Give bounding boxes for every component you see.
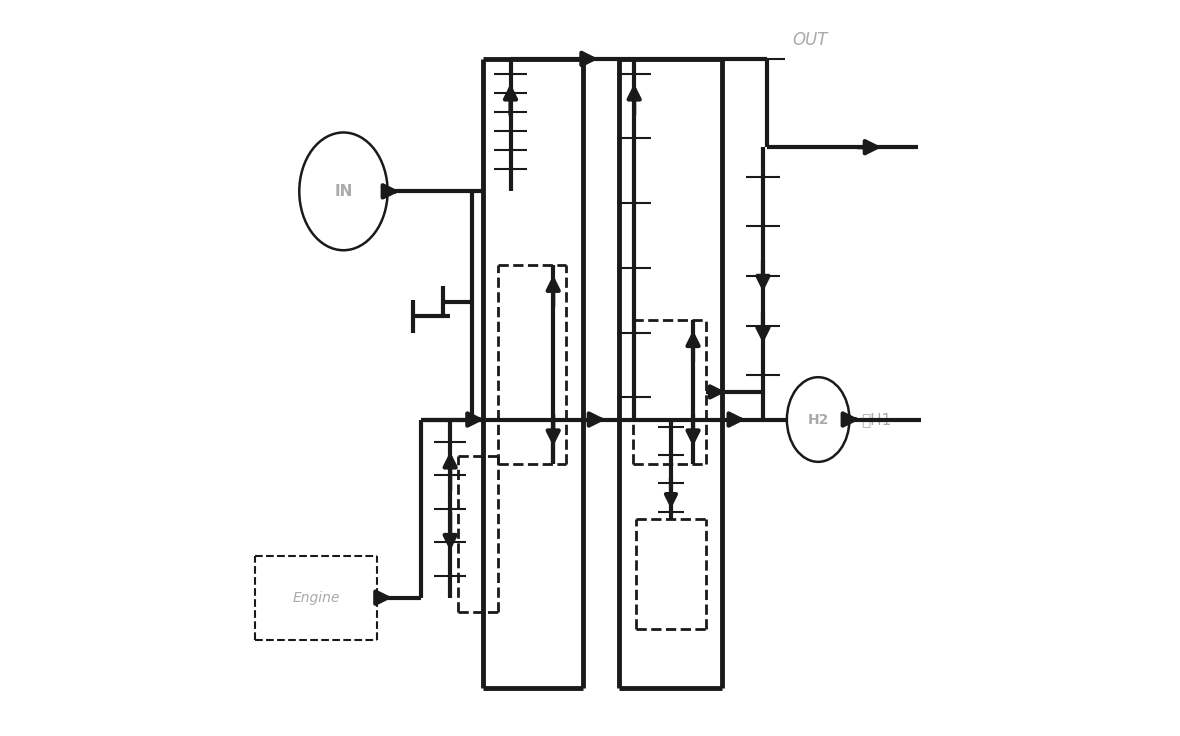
Text: OUT: OUT — [793, 32, 828, 49]
Text: Engine: Engine — [293, 591, 340, 605]
Text: H2: H2 — [807, 412, 828, 427]
Text: 至H1: 至H1 — [861, 412, 891, 427]
Text: IN: IN — [334, 184, 353, 199]
